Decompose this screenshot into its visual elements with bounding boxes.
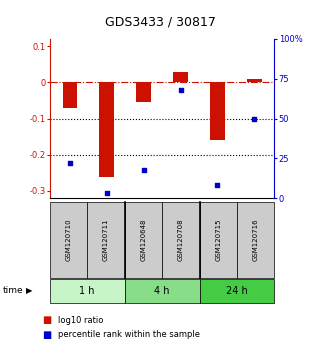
- Point: [178, 87, 183, 93]
- Point: [252, 116, 257, 121]
- Point: [67, 160, 73, 166]
- Bar: [136, 82, 151, 102]
- Text: ■: ■: [42, 330, 51, 339]
- Text: GSM120711: GSM120711: [103, 218, 109, 261]
- Point: [104, 190, 109, 196]
- Text: GDS3433 / 30817: GDS3433 / 30817: [105, 16, 216, 29]
- Text: GSM120715: GSM120715: [215, 218, 221, 261]
- Text: time: time: [3, 286, 24, 295]
- Bar: [247, 79, 262, 82]
- Text: ■: ■: [42, 315, 51, 325]
- Text: 4 h: 4 h: [154, 286, 170, 296]
- Text: 1 h: 1 h: [80, 286, 95, 296]
- Text: GSM120716: GSM120716: [253, 218, 259, 261]
- Bar: [100, 82, 114, 177]
- Text: 24 h: 24 h: [226, 286, 248, 296]
- Point: [141, 167, 146, 172]
- Text: GSM120710: GSM120710: [65, 218, 72, 261]
- Text: GSM120648: GSM120648: [140, 218, 146, 261]
- Bar: [173, 72, 188, 82]
- Text: log10 ratio: log10 ratio: [58, 316, 103, 325]
- Point: [215, 183, 220, 188]
- Text: percentile rank within the sample: percentile rank within the sample: [58, 330, 200, 339]
- Bar: [210, 82, 225, 140]
- Text: ▶: ▶: [26, 286, 32, 295]
- Text: GSM120708: GSM120708: [178, 218, 184, 261]
- Bar: [63, 82, 77, 108]
